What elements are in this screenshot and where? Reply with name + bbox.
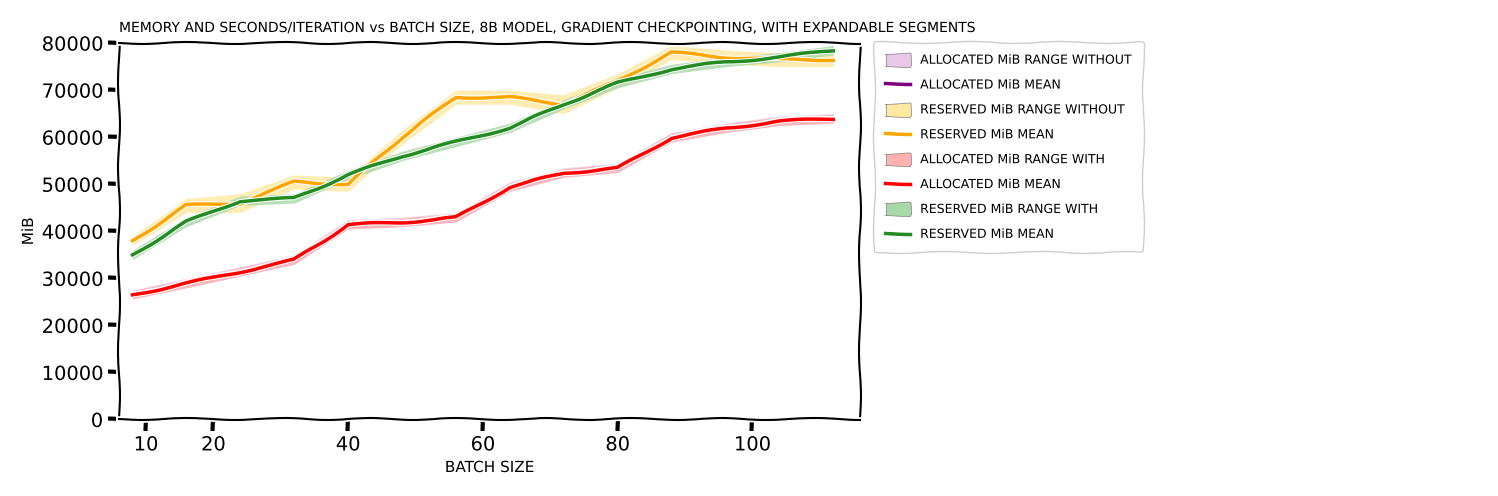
X-axis label: BATCH SIZE: BATCH SIZE (445, 460, 535, 475)
Legend: ALLOCATED MiB RANGE WITHOUT, ALLOCATED MiB MEAN, RESERVED MiB RANGE WITHOUT, RES: ALLOCATED MiB RANGE WITHOUT, ALLOCATED M… (873, 42, 1143, 252)
Y-axis label: MiB: MiB (21, 217, 36, 245)
Text: MEMORY AND SECONDS/ITERATION vs BATCH SIZE, 8B MODEL, GRADIENT CHECKPOINTING, WI: MEMORY AND SECONDS/ITERATION vs BATCH SI… (118, 21, 974, 35)
